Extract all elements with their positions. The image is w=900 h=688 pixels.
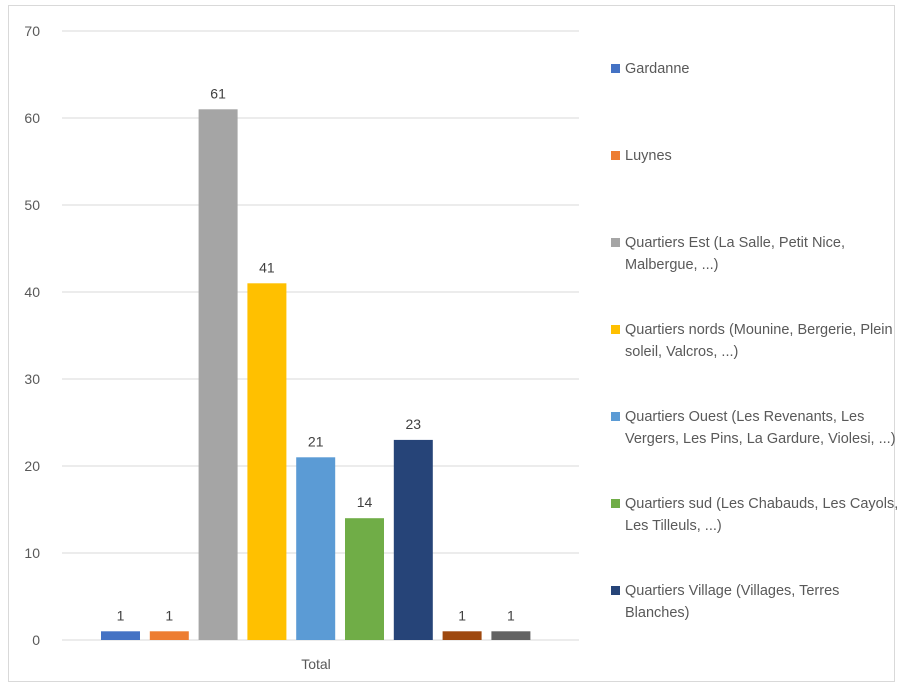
y-tick-label: 30 bbox=[24, 371, 40, 387]
y-tick-label: 60 bbox=[24, 110, 40, 126]
bar bbox=[247, 283, 287, 640]
legend-item: Luynes bbox=[611, 145, 900, 167]
legend-swatch bbox=[611, 238, 620, 247]
bar bbox=[491, 631, 531, 640]
data-label: 23 bbox=[406, 416, 422, 432]
bar bbox=[442, 631, 482, 640]
data-label: 61 bbox=[210, 85, 226, 101]
legend-swatch bbox=[611, 412, 620, 421]
x-tick-label: Total bbox=[301, 656, 331, 672]
legend-item: Gardanne bbox=[611, 58, 900, 80]
y-tick-label: 20 bbox=[24, 458, 40, 474]
data-label: 1 bbox=[165, 607, 173, 623]
legend-item: Quartiers nords (Mounine, Bergerie, Plei… bbox=[611, 319, 900, 363]
y-tick-label: 50 bbox=[24, 197, 40, 213]
y-tick-label: 10 bbox=[24, 545, 40, 561]
data-label: 1 bbox=[117, 607, 125, 623]
legend-item: Quartiers sud (Les Chabauds, Les Cayols,… bbox=[611, 493, 900, 537]
legend-swatch bbox=[611, 499, 620, 508]
bar bbox=[101, 631, 140, 640]
bar bbox=[345, 518, 384, 640]
legend-label: Quartiers Village (Villages, Terres Blan… bbox=[625, 583, 840, 621]
legend-item: Quartiers Ouest (Les Revenants, Les Verg… bbox=[611, 406, 900, 450]
legend-label: Gardanne bbox=[625, 61, 690, 77]
legend-swatch bbox=[611, 64, 620, 73]
bar bbox=[149, 631, 189, 640]
bar bbox=[198, 109, 238, 641]
bar bbox=[393, 439, 433, 640]
legend-label: Quartiers nords (Mounine, Bergerie, Plei… bbox=[625, 322, 893, 360]
bar-chart-plot: 0 10 20 30 40 50 60 70 1 1 61 41 21 14 23 1 1 Total bbox=[24, 23, 579, 672]
legend-swatch bbox=[611, 151, 620, 160]
chart-frame: 0 10 20 30 40 50 60 70 1 1 61 41 21 14 23 1 1 Total Garda… bbox=[8, 5, 898, 682]
legend-label: Quartiers Ouest (Les Revenants, Les Verg… bbox=[625, 409, 896, 447]
y-tick-label: 40 bbox=[24, 284, 40, 300]
legend-swatch bbox=[611, 325, 620, 334]
data-label: 14 bbox=[357, 494, 373, 510]
legend-item: Quartiers Est (La Salle, Petit Nice, Mal… bbox=[611, 232, 900, 276]
legend-label: Quartiers Est (La Salle, Petit Nice, Mal… bbox=[625, 235, 845, 273]
legend-label: Quartiers sud (Les Chabauds, Les Cayols,… bbox=[625, 496, 899, 534]
y-tick-label: 0 bbox=[32, 632, 40, 648]
data-label: 1 bbox=[507, 607, 515, 623]
legend-item: Quartiers Village (Villages, Terres Blan… bbox=[611, 580, 900, 624]
data-label: 1 bbox=[458, 607, 466, 623]
y-tick-label: 70 bbox=[24, 23, 40, 39]
data-label: 21 bbox=[308, 433, 324, 449]
bar bbox=[296, 457, 336, 640]
data-label: 41 bbox=[259, 259, 275, 275]
legend-label: Luynes bbox=[625, 148, 672, 164]
legend-swatch bbox=[611, 586, 620, 595]
